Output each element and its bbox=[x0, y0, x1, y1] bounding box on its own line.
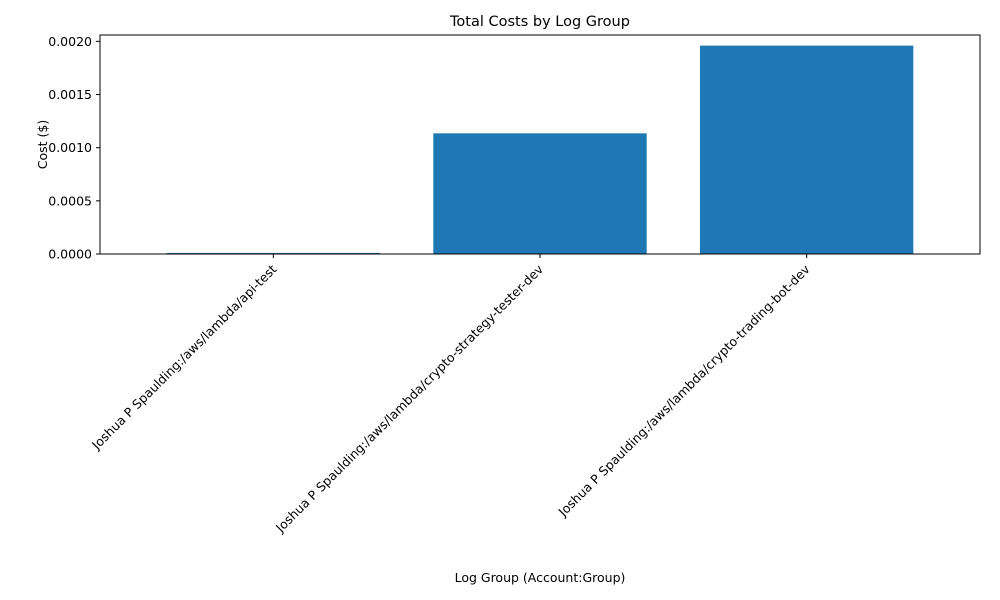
bars-group bbox=[166, 45, 914, 254]
x-tick-label: Joshua P Spaulding:/aws/lambda/crypto-st… bbox=[272, 261, 547, 536]
x-tick-label: Joshua P Spaulding:/aws/lambda/crypto-tr… bbox=[555, 261, 814, 520]
y-tick-label: 0.0015 bbox=[48, 87, 92, 102]
x-axis: Joshua P Spaulding:/aws/lambda/api-testJ… bbox=[88, 254, 813, 536]
bar bbox=[700, 45, 914, 254]
x-axis-label: Log Group (Account:Group) bbox=[455, 570, 626, 585]
x-tick-label: Joshua P Spaulding:/aws/lambda/api-test bbox=[88, 261, 279, 452]
y-tick-label: 0.0005 bbox=[48, 193, 92, 208]
bar bbox=[166, 252, 380, 254]
plot-frame bbox=[99, 34, 981, 255]
y-tick-label: 0.0020 bbox=[48, 34, 92, 49]
bar bbox=[433, 133, 647, 254]
y-axis-label: Cost ($) bbox=[35, 120, 50, 169]
y-tick-label: 0.0000 bbox=[48, 247, 92, 262]
y-axis: 0.0000 0.0005 0.0010 0.0015 0.0020 bbox=[48, 34, 100, 262]
chart-title: Total Costs by Log Group bbox=[449, 14, 630, 30]
y-tick-label: 0.0010 bbox=[48, 140, 92, 155]
